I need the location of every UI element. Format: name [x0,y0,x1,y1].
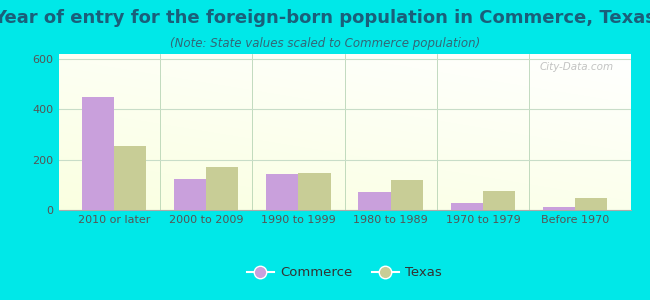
Bar [266,173,298,210]
Bar [114,146,146,210]
Bar [358,192,391,210]
Bar [391,180,423,210]
Text: Year of entry for the foreign-born population in Commerce, Texas: Year of entry for the foreign-born popul… [0,9,650,27]
Bar [483,191,515,210]
Bar [450,203,483,210]
Bar [174,178,206,210]
Legend: Commerce, Texas: Commerce, Texas [242,261,447,284]
Bar [206,167,239,210]
Text: City-Data.com: City-Data.com [540,62,614,72]
Bar [298,173,331,210]
Bar [543,208,575,210]
Text: (Note: State values scaled to Commerce population): (Note: State values scaled to Commerce p… [170,38,480,50]
Bar [575,198,608,210]
Bar [81,97,114,210]
